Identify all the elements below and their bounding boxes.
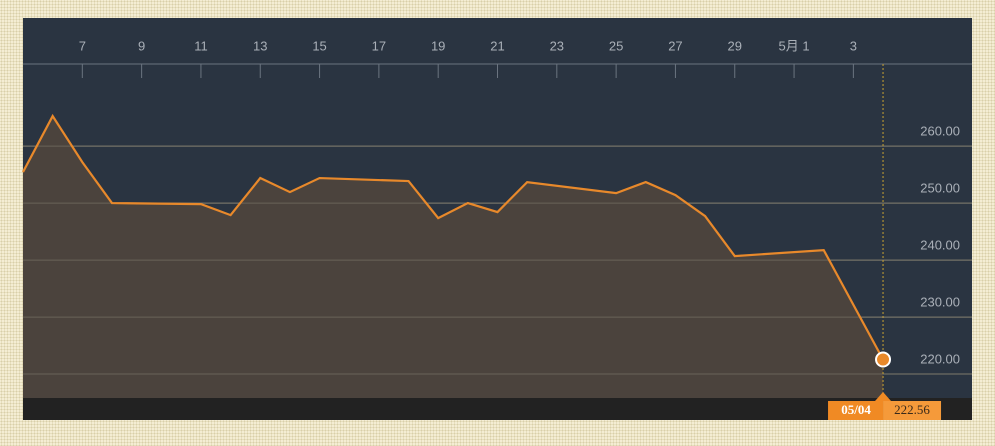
y-tick-label: 240.00 bbox=[920, 238, 960, 253]
cursor-date: 05/04 bbox=[841, 402, 871, 417]
x-tick-label: 5月 1 bbox=[779, 38, 810, 53]
bottom-bar bbox=[23, 398, 972, 420]
last-point bbox=[875, 351, 892, 368]
x-tick-label: 9 bbox=[138, 38, 145, 53]
y-tick-label: 230.00 bbox=[920, 295, 960, 310]
x-tick-label: 21 bbox=[490, 38, 504, 53]
cursor-value-box bbox=[883, 401, 942, 420]
x-tick-label: 27 bbox=[668, 38, 682, 53]
x-tick-label: 23 bbox=[550, 38, 564, 53]
cursor-pointer bbox=[875, 392, 892, 401]
area bbox=[23, 116, 884, 398]
x-tick-label: 13 bbox=[253, 38, 267, 53]
line bbox=[22, 113, 884, 360]
x-tick-label: 19 bbox=[431, 38, 445, 53]
y-tick-label: 220.00 bbox=[920, 351, 960, 366]
x-tick-label: 3 bbox=[850, 38, 857, 53]
x-tick-label: 7 bbox=[79, 38, 86, 53]
x-tick-label: 25 bbox=[609, 38, 623, 53]
x-tick-label: 15 bbox=[312, 38, 326, 53]
x-tick-label: 29 bbox=[728, 38, 742, 53]
y-tick-label: 260.00 bbox=[920, 124, 960, 139]
x-tick-label: 11 bbox=[194, 38, 208, 53]
cursor-value: 222.56 bbox=[894, 402, 930, 417]
x-tick-label: 17 bbox=[372, 38, 386, 53]
y-tick-label: 250.00 bbox=[920, 181, 960, 196]
cursor-date-box bbox=[828, 401, 884, 420]
